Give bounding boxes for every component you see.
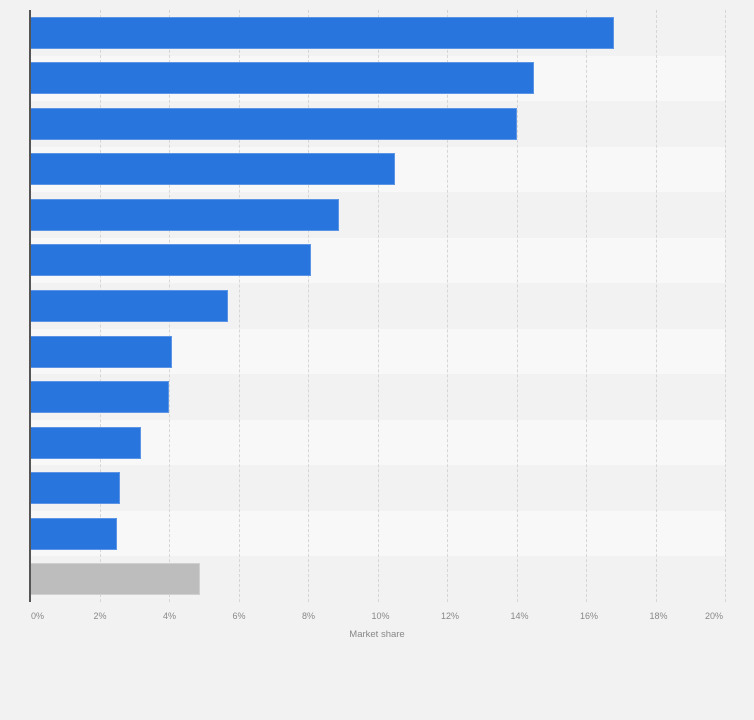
gridline [586,10,587,602]
gridline [377,10,379,602]
bar[interactable] [30,62,534,95]
x-tick-label: 0% [31,611,45,621]
x-tick-label: 2% [93,611,107,621]
bar[interactable] [30,290,229,322]
bar[interactable] [30,563,201,596]
bar[interactable] [30,472,121,505]
gridline [308,10,309,602]
bar[interactable] [30,198,340,231]
bar[interactable] [30,517,117,550]
bar[interactable] [30,426,142,459]
gridline [655,10,657,602]
x-tick-label: 4% [163,611,177,621]
x-tick-label: 10% [371,611,390,621]
bar[interactable] [30,107,517,140]
x-tick-label: 8% [302,611,316,621]
x-tick-label: 18% [649,611,668,621]
x-tick-label: 6% [232,611,246,621]
x-tick-label: 16% [580,611,599,621]
gridline [447,10,448,602]
bar[interactable] [30,335,173,368]
x-tick-label: 14% [510,611,529,621]
bar[interactable] [30,153,395,186]
y-axis-line [29,10,31,602]
x-axis-title: Market share [349,629,405,640]
gridline [725,10,726,602]
bar[interactable] [30,381,169,414]
bar[interactable] [30,16,614,49]
bar[interactable] [30,244,312,277]
x-tick-label: 12% [441,611,460,621]
x-tick-label: 20% [705,611,724,621]
gridline [516,10,518,602]
gridline [238,10,240,602]
